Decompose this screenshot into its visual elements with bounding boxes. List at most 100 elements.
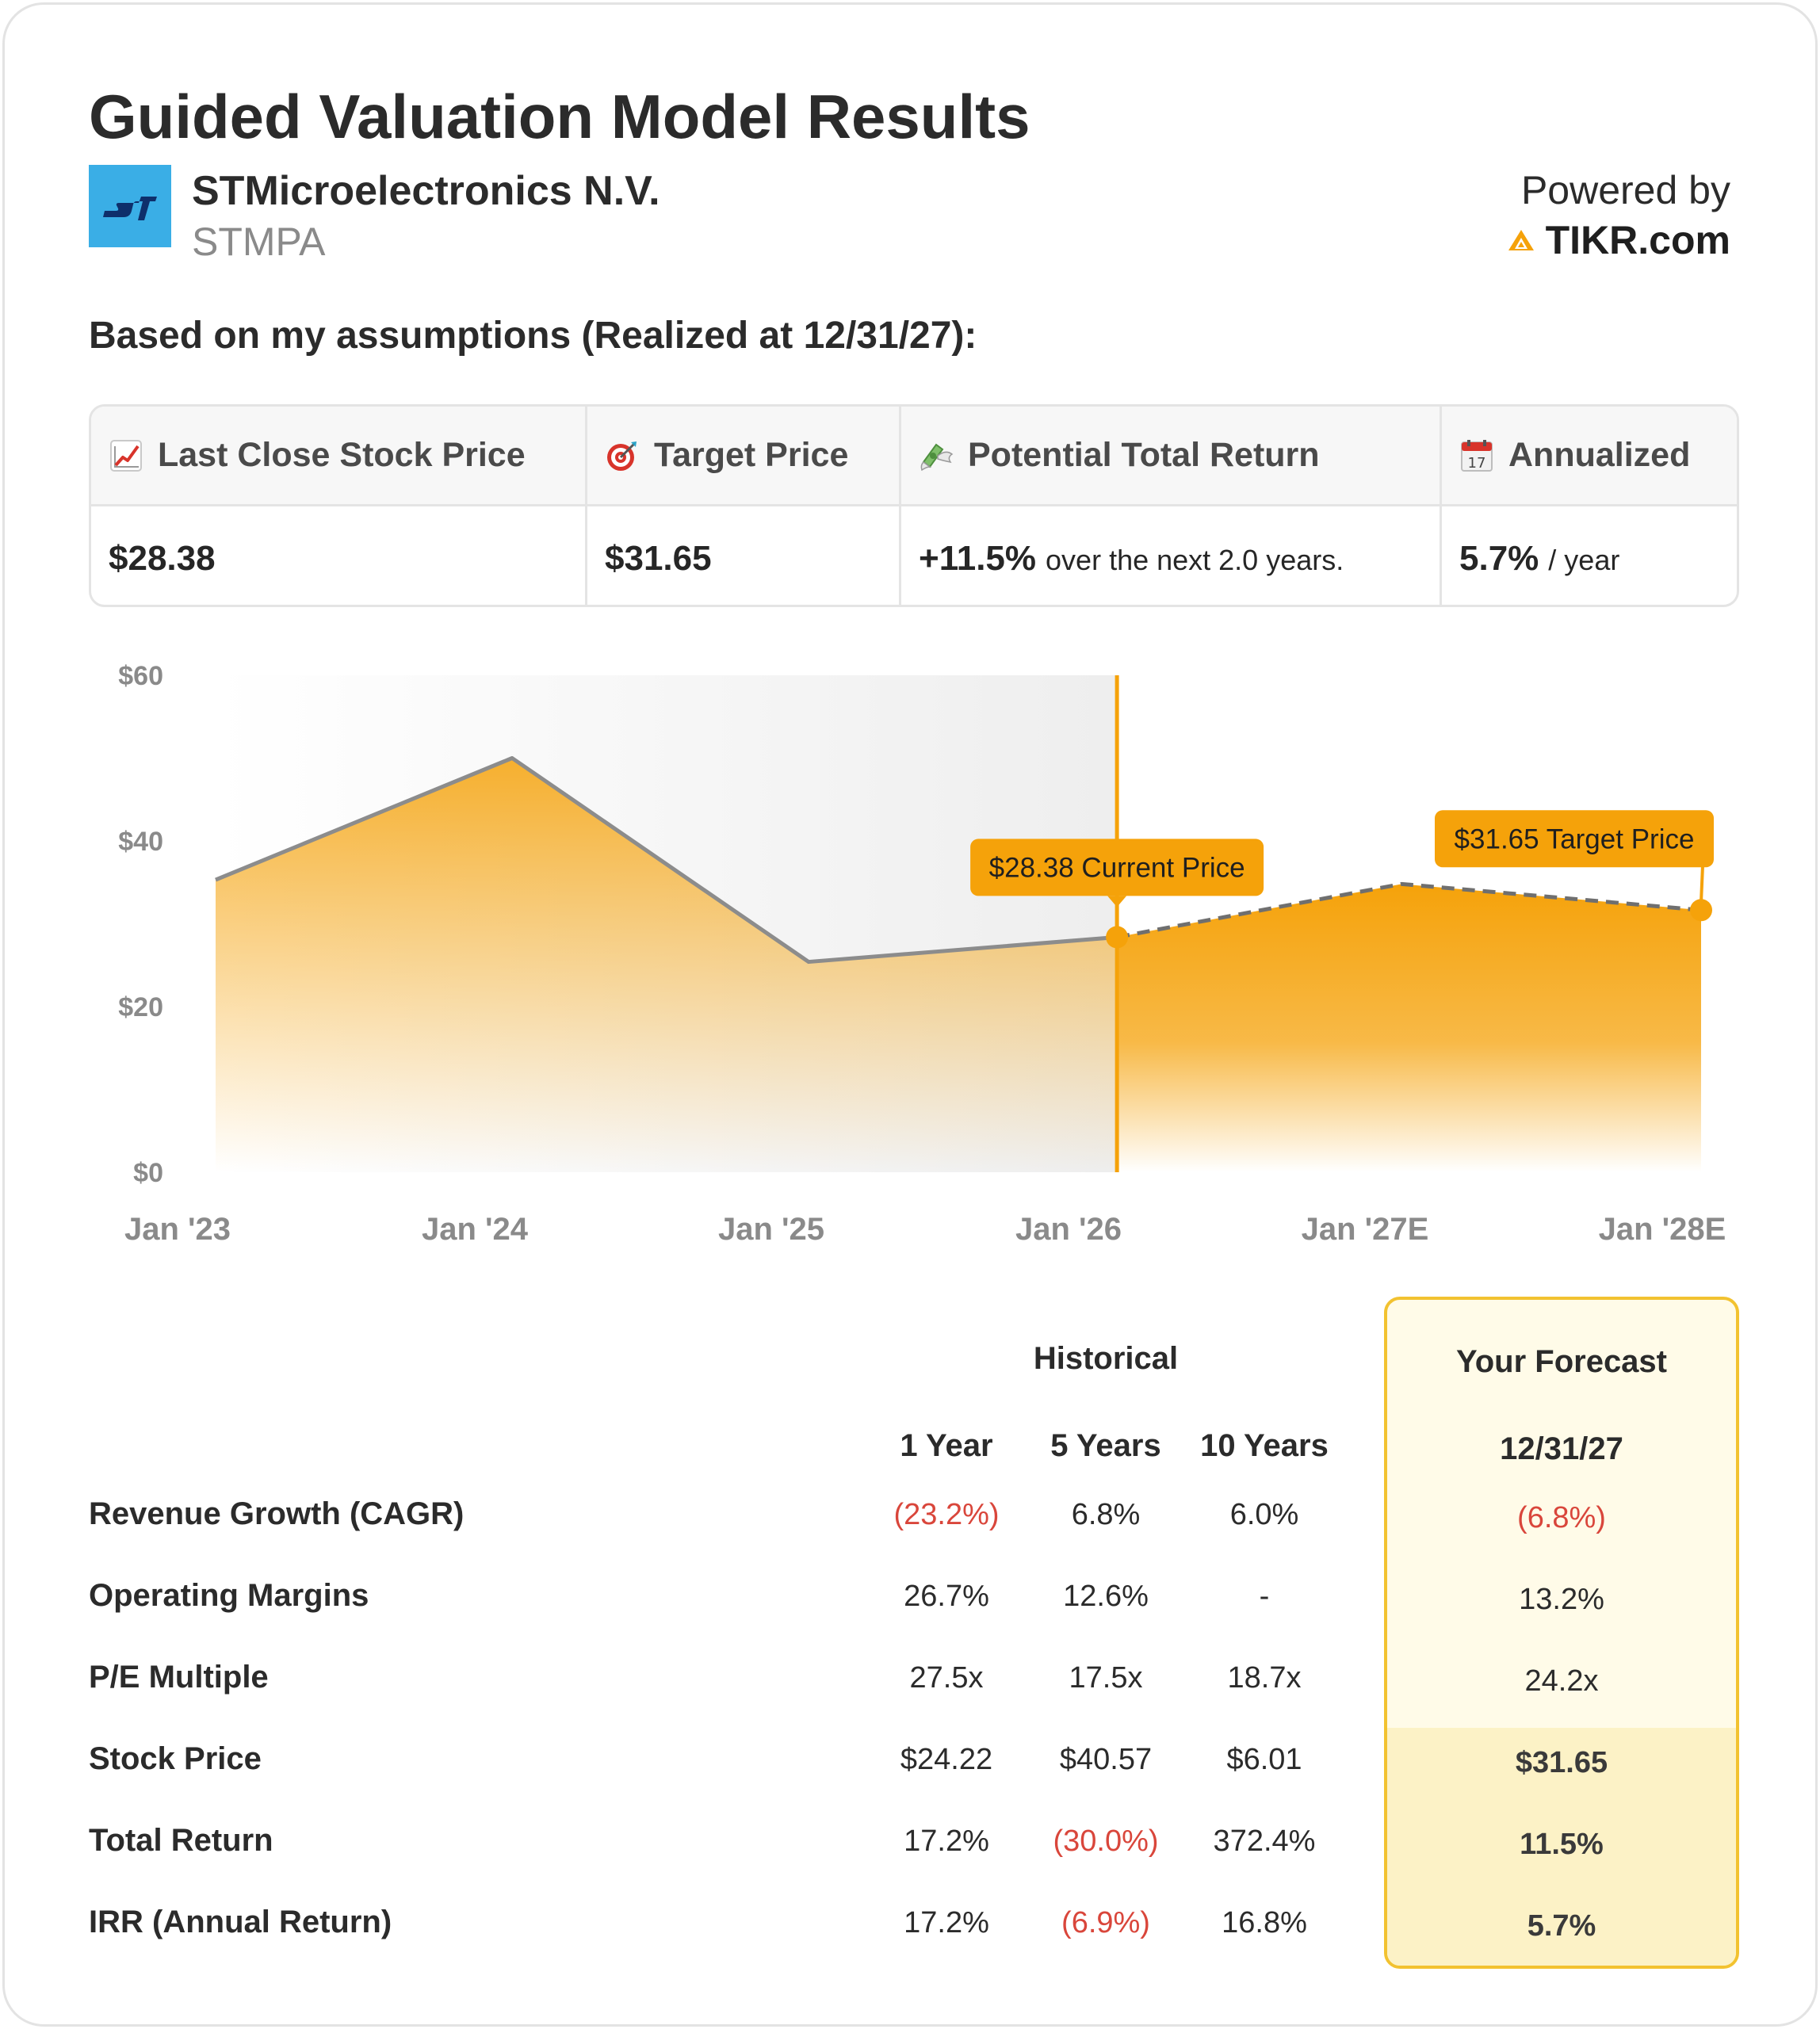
summary-value: $31.65 bbox=[605, 539, 712, 579]
summary-label: Annualized bbox=[1508, 436, 1691, 474]
total-return-value: +11.5% bbox=[919, 539, 1037, 578]
forecast-value: 11.5% bbox=[1520, 1828, 1604, 1861]
metric-value: 17.2% bbox=[904, 1906, 989, 1939]
y-tick-label: $20 bbox=[118, 992, 163, 1022]
svg-text:17: 17 bbox=[1468, 455, 1486, 472]
summary-value: 5.7% / year bbox=[1459, 539, 1619, 579]
summary-label: Potential Total Return bbox=[968, 436, 1320, 474]
metric-label: IRR (Annual Return) bbox=[89, 1905, 392, 1939]
summary-header: Target Price bbox=[587, 407, 899, 506]
period-header: 5 Years bbox=[1050, 1428, 1161, 1463]
summary-label: Last Close Stock Price bbox=[158, 436, 526, 474]
x-tick-label: Jan '27E bbox=[1302, 1212, 1429, 1247]
forecast-line bbox=[1116, 881, 1702, 939]
period-header: 1 Year bbox=[900, 1428, 993, 1463]
forecast-value: (6.8%) bbox=[1517, 1501, 1606, 1534]
y-tick-label: $60 bbox=[118, 661, 163, 691]
target-price-label-connector bbox=[1700, 865, 1704, 903]
y-tick-label: $0 bbox=[133, 1158, 163, 1188]
period-header: 10 Years bbox=[1200, 1428, 1329, 1463]
tikr-logo-icon bbox=[1508, 230, 1534, 250]
metric-label: Total Return bbox=[89, 1823, 273, 1858]
forecast-value: 13.2% bbox=[1519, 1583, 1604, 1616]
x-tick-label: Jan '24 bbox=[422, 1212, 529, 1247]
metric-value: 18.7x bbox=[1227, 1661, 1302, 1695]
metric-label: Revenue Growth (CAGR) bbox=[89, 1496, 465, 1531]
x-tick-label: Jan '28E bbox=[1599, 1212, 1726, 1247]
forecast-value: 24.2x bbox=[1524, 1664, 1599, 1698]
direct-hit-icon bbox=[605, 438, 640, 473]
metric-value: 372.4% bbox=[1213, 1825, 1316, 1858]
calendar-icon: 17 bbox=[1459, 438, 1494, 473]
forecast-value: $31.65 bbox=[1515, 1746, 1608, 1779]
forecast-header: Your Forecast bbox=[1456, 1344, 1667, 1379]
metric-value: $40.57 bbox=[1059, 1743, 1153, 1776]
summary-col-last-close: Last Close Stock Price $28.38 bbox=[91, 407, 587, 605]
summary-value: +11.5% over the next 2.0 years. bbox=[919, 539, 1344, 579]
page-title: Guided Valuation Model Results bbox=[89, 82, 1030, 151]
metric-value: 27.5x bbox=[909, 1661, 984, 1695]
y-tick-label: $40 bbox=[118, 827, 163, 857]
summary-value: $28.38 bbox=[109, 539, 216, 579]
summary-label: Target Price bbox=[654, 436, 849, 474]
money-with-wings-icon bbox=[919, 438, 954, 473]
metric-value: (30.0%) bbox=[1053, 1825, 1159, 1858]
last-close-price: $28.38 bbox=[109, 539, 216, 578]
annualized-value: 5.7% bbox=[1459, 539, 1539, 578]
x-tick-label: Jan '25 bbox=[718, 1212, 824, 1247]
company-name: STMicroelectronics N.V. bbox=[192, 168, 660, 214]
metrics-table: Historical Your Forecast 1 Year 5 Years 10 Y… bbox=[5, 1289, 1820, 2002]
summary-header: Last Close Stock Price bbox=[91, 407, 585, 506]
historical-header: Historical bbox=[1033, 1341, 1179, 1376]
metric-value: - bbox=[1259, 1580, 1270, 1613]
metric-label: P/E Multiple bbox=[89, 1660, 269, 1695]
metric-value: 12.6% bbox=[1063, 1580, 1149, 1613]
metric-value: 16.8% bbox=[1222, 1906, 1307, 1939]
metric-label: Operating Margins bbox=[89, 1578, 369, 1613]
target-price-label-bg bbox=[1435, 810, 1714, 868]
total-return-suffix: over the next 2.0 years. bbox=[1046, 544, 1344, 576]
ticker-symbol: STMPA bbox=[192, 220, 326, 264]
price-chart: $28.38 Current Price $31.65 Target Price $… bbox=[5, 639, 1820, 1273]
forecast-column bbox=[1384, 1297, 1739, 1969]
annualized-suffix: / year bbox=[1548, 544, 1620, 576]
brand-name: TIKR.com bbox=[1545, 218, 1730, 262]
metric-value: $6.01 bbox=[1226, 1743, 1302, 1776]
forecast-value: 5.7% bbox=[1527, 1909, 1596, 1943]
metric-value: 17.2% bbox=[904, 1825, 989, 1858]
current-price-marker bbox=[1106, 926, 1129, 949]
metric-value: 6.8% bbox=[1071, 1498, 1141, 1531]
forecast-date-header: 12/31/27 bbox=[1500, 1431, 1623, 1466]
assumption-text: Based on my assumptions (Realized at 12/… bbox=[89, 315, 977, 357]
summary-col-annualized: 17 Annualized 5.7% / year bbox=[1442, 407, 1737, 605]
metric-value: $24.22 bbox=[900, 1743, 993, 1776]
summary-col-total-return: Potential Total Return +11.5% over the n… bbox=[901, 407, 1442, 605]
summary-header: Potential Total Return bbox=[901, 407, 1440, 506]
metric-value: (23.2%) bbox=[893, 1498, 1000, 1531]
current-price-label: $28.38 Current Price bbox=[989, 852, 1245, 883]
summary-header: 17 Annualized bbox=[1442, 407, 1737, 506]
summary-col-target-price: Target Price $31.65 bbox=[587, 407, 901, 605]
st-logo-icon bbox=[89, 165, 171, 247]
x-tick-label: Jan '26 bbox=[1015, 1212, 1122, 1247]
current-price-label-pointer bbox=[1107, 896, 1127, 908]
target-price-label: $31.65 Target Price bbox=[1455, 823, 1695, 854]
metric-value: 6.0% bbox=[1229, 1498, 1299, 1531]
historical-area bbox=[216, 758, 1118, 1172]
current-price-label-bg bbox=[970, 839, 1264, 896]
metric-value: 26.7% bbox=[904, 1580, 989, 1613]
forecast-area bbox=[1117, 884, 1701, 1172]
metric-value: 17.5x bbox=[1069, 1661, 1143, 1695]
powered-by-brand[interactable]: TIKR.com bbox=[1508, 217, 1730, 263]
price-chart-svg: $28.38 Current Price $31.65 Target Price $… bbox=[118, 661, 1726, 1247]
chart-increasing-icon bbox=[109, 438, 143, 473]
historical-line bbox=[215, 756, 1118, 965]
summary-table: Last Close Stock Price $28.38 Target Pri… bbox=[89, 404, 1739, 607]
target-price-marker bbox=[1690, 899, 1712, 922]
metric-label: Stock Price bbox=[89, 1741, 262, 1776]
metric-value: (6.9%) bbox=[1061, 1906, 1150, 1939]
forecast-highlight bbox=[1387, 1728, 1736, 1966]
target-price: $31.65 bbox=[605, 539, 712, 578]
x-tick-label: Jan '23 bbox=[124, 1212, 231, 1247]
